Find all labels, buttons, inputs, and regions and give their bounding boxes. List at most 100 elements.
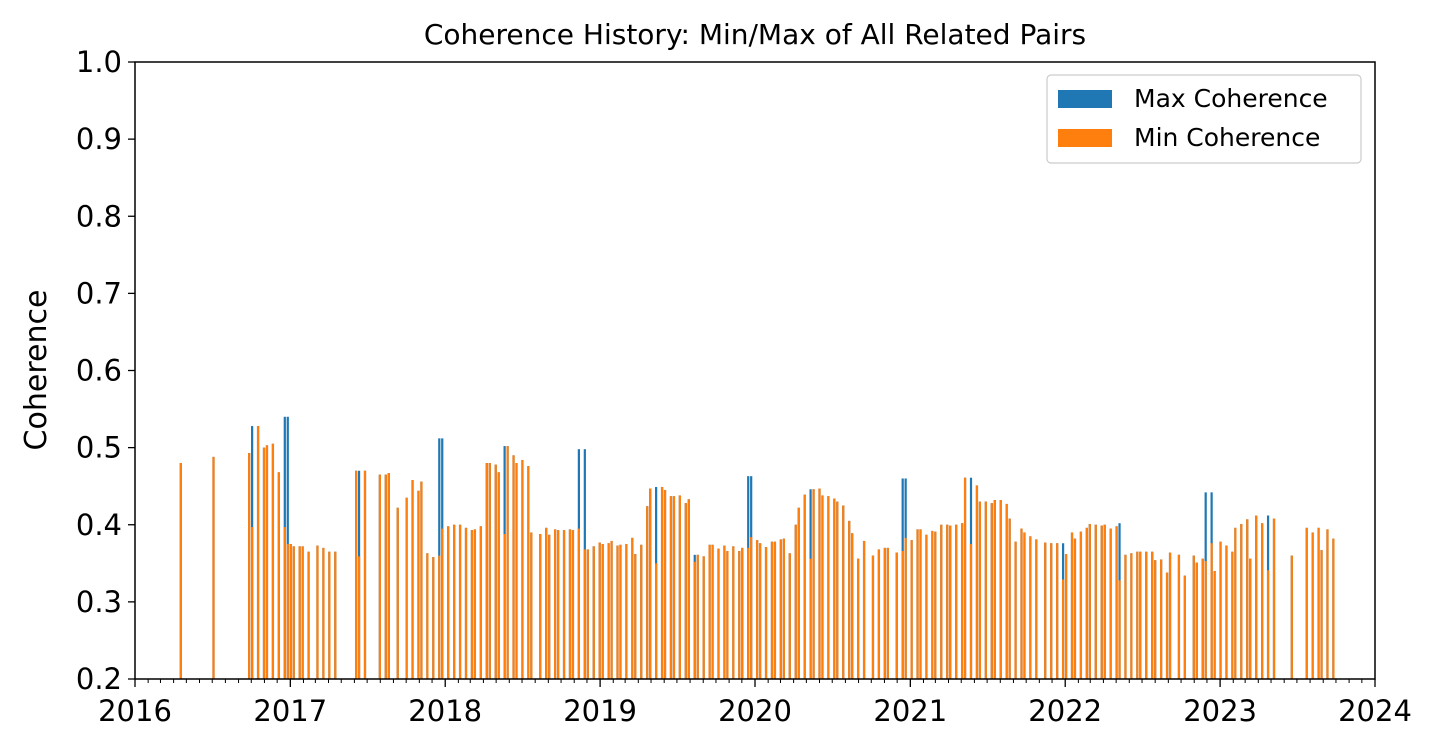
bar-min	[1056, 543, 1059, 679]
bar-min	[292, 546, 295, 679]
bar-min	[862, 540, 866, 679]
bar-min	[1246, 519, 1249, 679]
bar-min	[464, 527, 468, 679]
bar-min	[568, 529, 572, 679]
bar-min	[904, 537, 907, 679]
bar-min	[696, 554, 699, 679]
y-tick-label: 0.3	[76, 585, 122, 619]
bar-min	[773, 541, 777, 679]
bar-min	[1014, 541, 1017, 679]
bar-min	[283, 527, 286, 679]
bar-min	[886, 547, 889, 679]
bar-min	[910, 540, 913, 679]
bar-min	[946, 524, 949, 679]
bar-min	[993, 500, 996, 679]
bar-min	[999, 500, 1002, 679]
bar-min	[405, 497, 408, 679]
bar-min	[1234, 527, 1237, 679]
bar-min	[354, 470, 358, 679]
bar-min	[702, 556, 705, 679]
bar-min	[556, 530, 560, 679]
bar-min	[601, 544, 604, 679]
bar-min	[1145, 551, 1148, 679]
bar-min	[1210, 543, 1213, 679]
bar-min	[925, 534, 928, 679]
bar-min	[1320, 550, 1323, 679]
bar-min	[506, 446, 509, 679]
y-axis: 0.2 0.3 0.4 0.5 0.6 0.7 0.8 0.9 1.0	[76, 45, 135, 696]
bar-min	[1061, 579, 1065, 679]
bar-min	[301, 546, 304, 679]
bar-min	[738, 550, 741, 679]
bar-min	[857, 558, 860, 679]
bar-min	[901, 550, 904, 679]
bar-min	[598, 542, 601, 679]
bar-min	[1261, 523, 1264, 679]
x-axis: 2016 2017 2018 2019 2020 2021 2022 2023 2024	[98, 679, 1412, 728]
y-tick-label: 0.9	[76, 122, 122, 156]
bar-min	[646, 506, 649, 679]
bar-min	[1204, 561, 1207, 679]
bar-min	[316, 545, 319, 679]
bar-min	[256, 426, 260, 679]
legend: Max Coherence Min Coherence	[1046, 74, 1362, 164]
bar-min	[1195, 562, 1198, 679]
x-tick-label: 2019	[563, 694, 637, 728]
bar-min	[577, 528, 580, 679]
y-tick-label: 0.5	[76, 431, 122, 465]
bar-min	[978, 501, 982, 679]
bar-min	[1168, 552, 1172, 679]
bar-min	[1332, 538, 1335, 679]
bar-min	[1225, 545, 1228, 679]
bar-min	[530, 532, 533, 679]
bar-min	[732, 546, 735, 679]
bar-min	[1272, 518, 1276, 679]
bar-min	[788, 553, 791, 679]
bar-min	[1255, 515, 1258, 679]
bar-min	[271, 443, 275, 679]
bar-min	[756, 540, 759, 679]
bar-min	[1073, 538, 1077, 679]
bar-min	[949, 525, 952, 679]
bar-min	[1165, 572, 1169, 679]
legend-label-max: Max Coherence	[1134, 84, 1328, 113]
bar-min	[610, 540, 613, 679]
bar-min	[809, 558, 812, 679]
x-tick-label: 2023	[1183, 694, 1257, 728]
bar-min	[453, 524, 456, 679]
bar-min	[919, 529, 922, 679]
bar-min	[779, 539, 782, 679]
bar-min	[649, 488, 652, 679]
bar-min	[554, 529, 557, 679]
bar-min	[711, 544, 714, 679]
bar-min	[1183, 575, 1186, 679]
bar-min	[818, 488, 821, 679]
bar-min	[812, 489, 815, 679]
bar-min	[426, 553, 429, 679]
bar-min	[328, 551, 331, 679]
bar-min	[432, 557, 435, 679]
bar-min	[782, 538, 785, 679]
bar-min	[631, 537, 634, 679]
bar-min	[583, 549, 586, 679]
y-tick-label: 0.7	[76, 276, 122, 310]
bar-min	[1109, 528, 1112, 679]
bar-min	[931, 530, 934, 679]
bar-min	[797, 507, 800, 679]
x-tick-label: 2020	[718, 694, 792, 728]
bar-min	[1050, 543, 1053, 679]
bar-min	[640, 544, 643, 679]
bars-group	[179, 416, 1335, 680]
bar-min	[512, 455, 515, 679]
bar-min	[750, 537, 753, 679]
bar-min	[1136, 551, 1139, 679]
bar-min	[684, 503, 687, 679]
bar-min	[984, 501, 987, 679]
y-tick-label: 0.4	[76, 508, 122, 542]
bar-min	[1249, 558, 1252, 679]
bar-min	[1044, 542, 1047, 679]
bar-min	[1023, 532, 1026, 679]
bar-min	[548, 534, 551, 679]
bar-min	[1139, 551, 1142, 679]
